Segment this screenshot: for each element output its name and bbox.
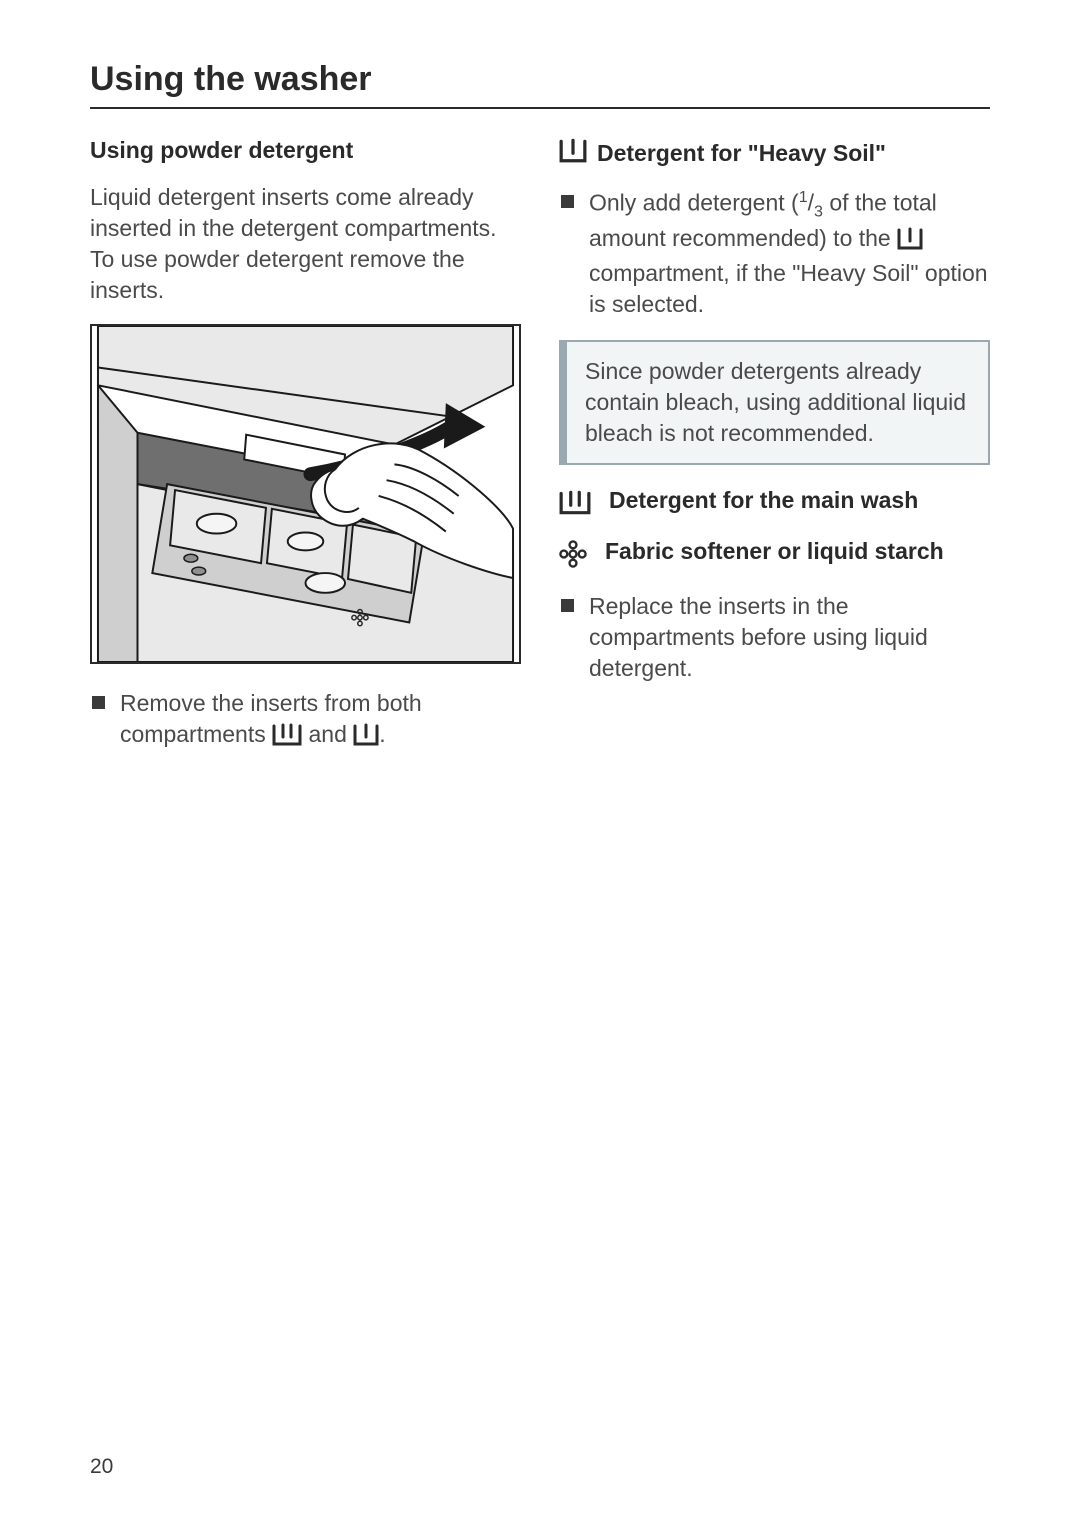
- def-softener: Fabric softener or liquid starch: [559, 538, 990, 573]
- compartment-two-icon: [272, 722, 302, 754]
- drawer-illustration: [92, 326, 519, 662]
- flower-icon: [559, 540, 587, 573]
- left-bullet-remove-inserts: Remove the inserts from both compartment…: [90, 688, 521, 754]
- left-heading: Using powder detergent: [90, 137, 521, 164]
- def-softener-label: Fabric softener or liquid starch: [605, 538, 944, 565]
- heading-heavy-soil-text: Detergent for "Heavy Soil": [597, 140, 886, 167]
- left-bullet-text-post: .: [379, 721, 385, 747]
- compartment-two-icon: [559, 489, 591, 520]
- fraction-denominator: 3: [814, 202, 823, 220]
- bleach-note-box: Since powder detergents already contain …: [559, 340, 990, 465]
- right-heading-heavy-soil: Detergent for "Heavy Soil": [559, 137, 990, 169]
- page-number: 20: [90, 1455, 113, 1479]
- left-column: Using powder detergent Liquid detergent …: [90, 137, 521, 774]
- left-bullet-list: Remove the inserts from both compartment…: [90, 688, 521, 754]
- bullet1-pre: Only add detergent (: [589, 190, 799, 216]
- bullet1-post: compartment, if the "Heavy Soil" option …: [589, 260, 988, 317]
- left-intro: Liquid detergent inserts come already in…: [90, 182, 521, 306]
- right-bullet-list-2: Replace the inserts in the compartments …: [559, 591, 990, 684]
- page-title: Using the washer: [90, 60, 990, 99]
- content-columns: Using powder detergent Liquid detergent …: [90, 137, 990, 774]
- left-bullet-text-mid: and: [309, 721, 354, 747]
- right-bullet-list-1: Only add detergent (1/3 of the total amo…: [559, 187, 990, 320]
- right-bullet-replace-inserts: Replace the inserts in the compartments …: [559, 591, 990, 684]
- fraction-numerator: 1: [799, 188, 808, 206]
- compartment-one-icon: [353, 722, 379, 754]
- page-container: Using the washer Using powder detergent …: [0, 0, 1080, 824]
- def-main-wash: Detergent for the main wash: [559, 487, 990, 520]
- compartment-one-icon: [897, 226, 923, 258]
- title-rule: [90, 107, 990, 109]
- def-main-wash-label: Detergent for the main wash: [609, 487, 918, 514]
- right-bullet-heavy-soil: Only add detergent (1/3 of the total amo…: [559, 187, 990, 320]
- right-column: Detergent for "Heavy Soil" Only add dete…: [559, 137, 990, 774]
- detergent-drawer-figure: [90, 324, 521, 664]
- compartment-one-icon: [559, 137, 587, 169]
